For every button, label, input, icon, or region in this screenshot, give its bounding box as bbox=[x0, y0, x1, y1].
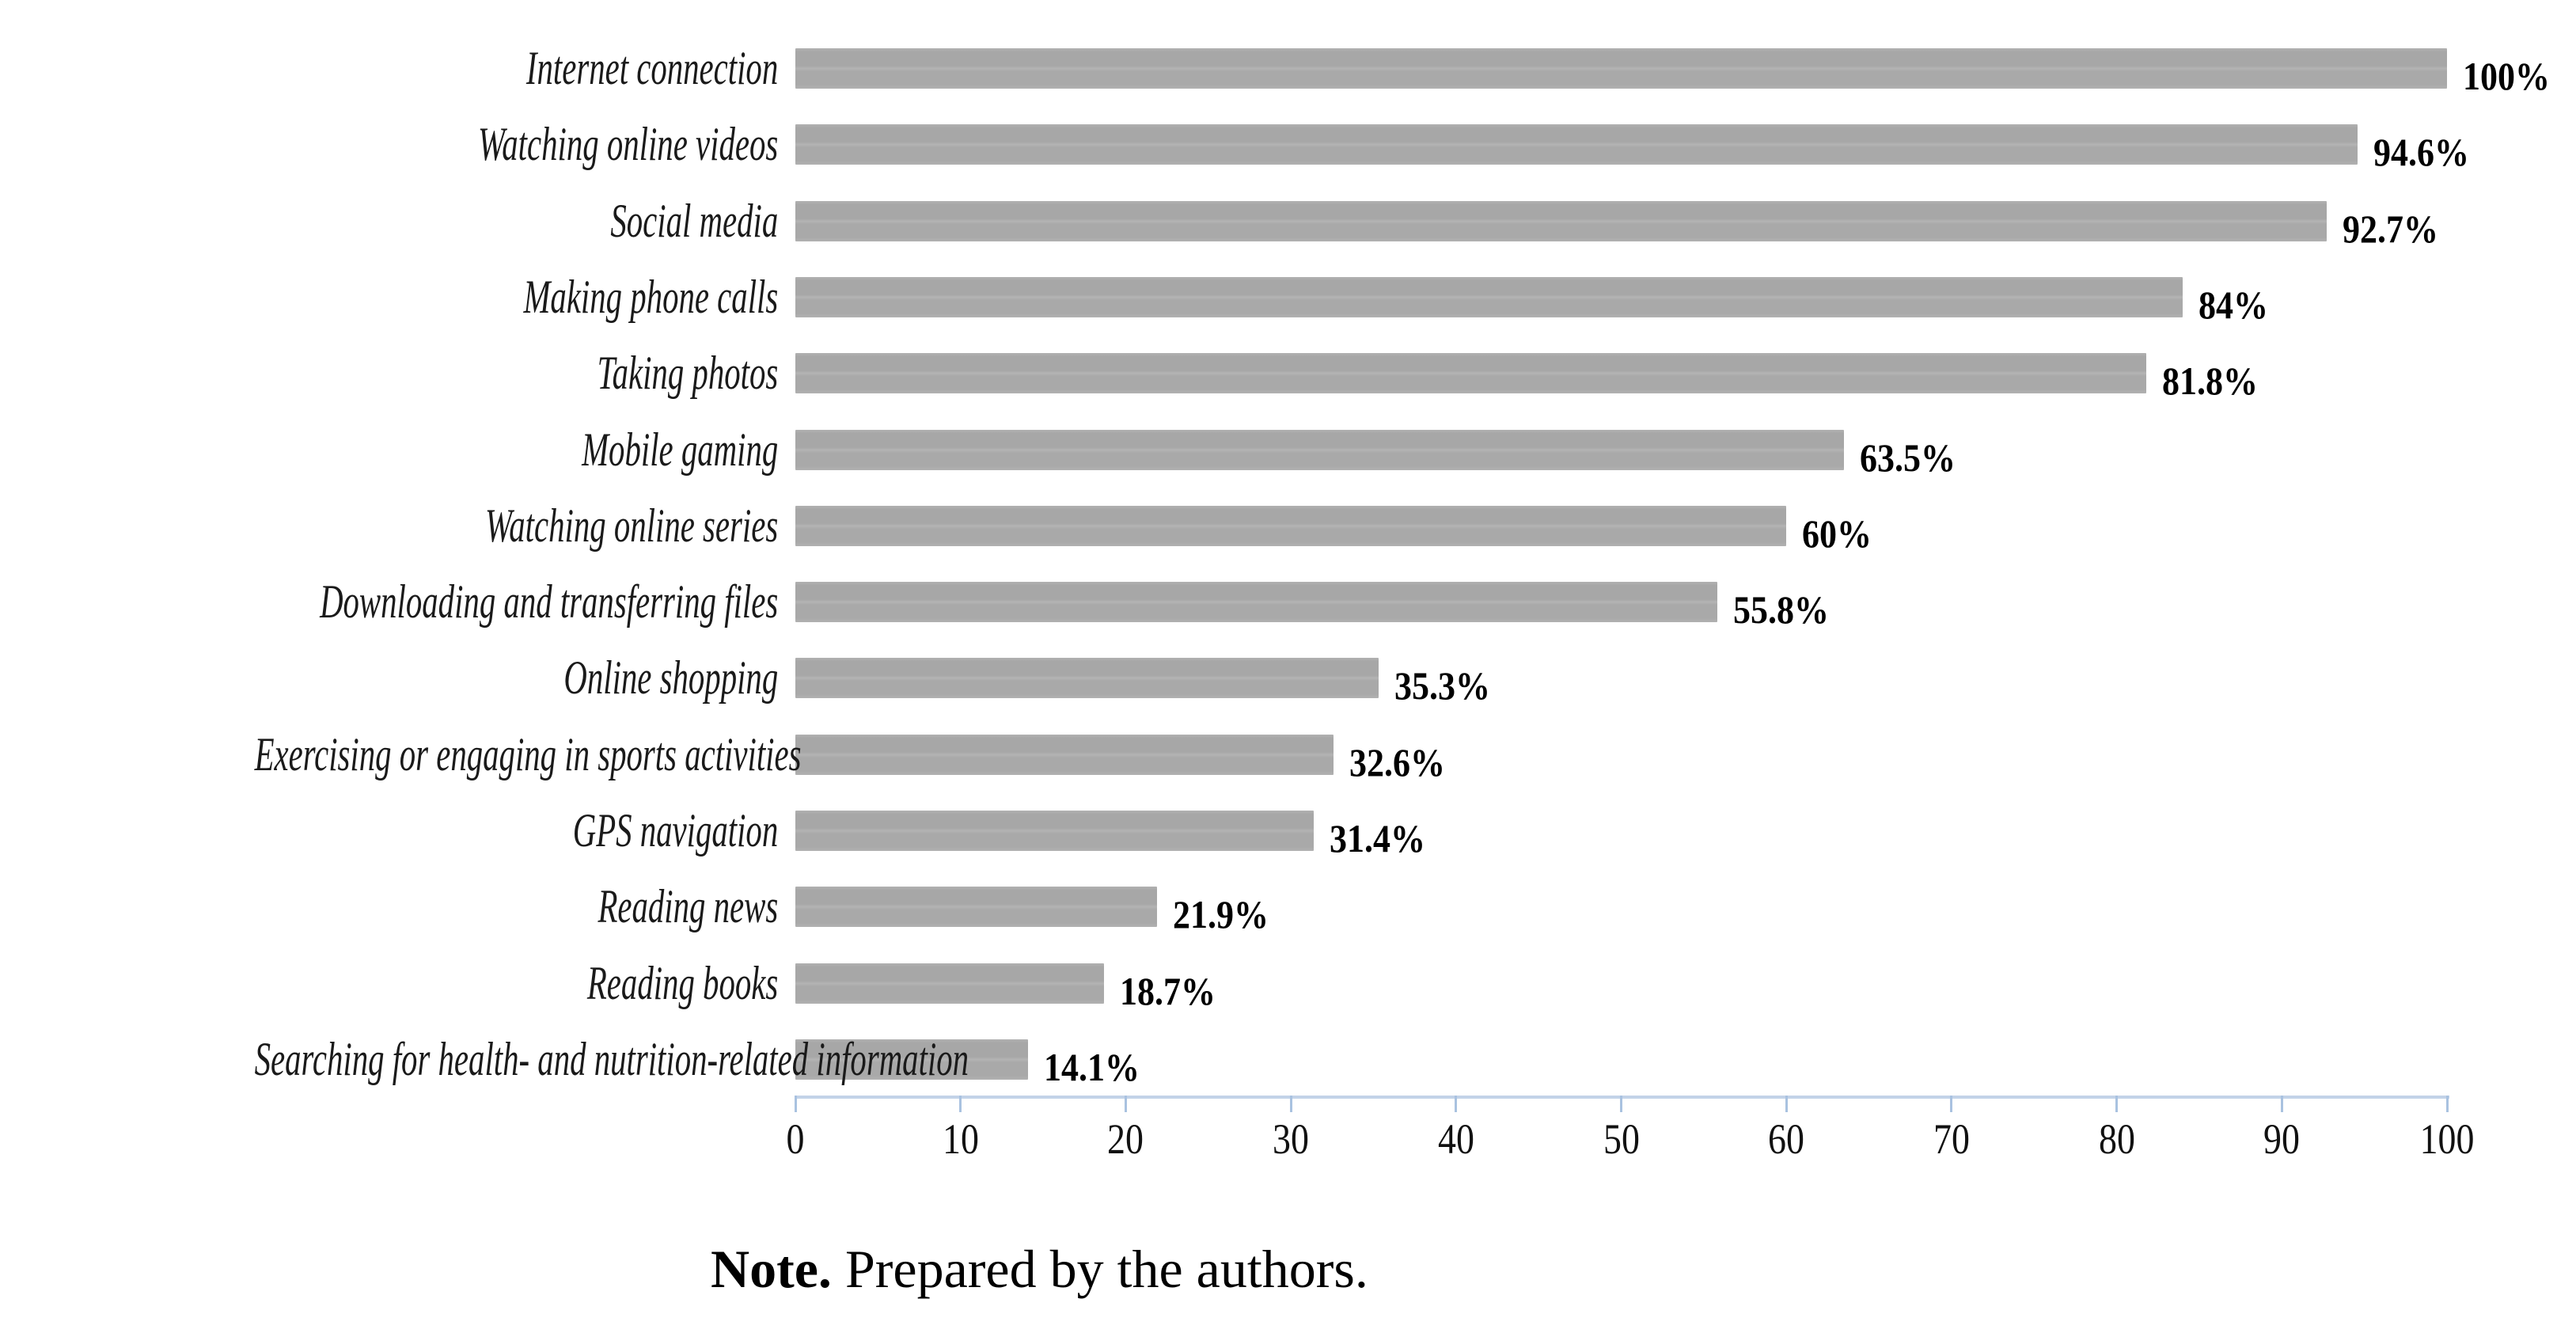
bar bbox=[795, 886, 1157, 927]
value-label: 55.8% bbox=[1733, 587, 1829, 632]
value-label: 94.6% bbox=[2373, 130, 2469, 174]
x-axis-tick-label: 50 bbox=[1603, 1115, 1640, 1163]
category-label: Watching online videos bbox=[478, 118, 779, 170]
x-axis-tick bbox=[1950, 1096, 1952, 1112]
x-axis-line bbox=[795, 1096, 2449, 1099]
category-label: Searching for health- and nutrition-rela… bbox=[254, 1033, 969, 1085]
value-label: 100% bbox=[2463, 54, 2550, 98]
chart-row: Social media 92.7% bbox=[0, 183, 2576, 259]
value-label: 63.5% bbox=[1860, 435, 1956, 480]
x-axis-tick bbox=[2115, 1096, 2118, 1112]
bar bbox=[795, 734, 1334, 775]
x-axis-tick-label: 30 bbox=[1273, 1115, 1309, 1163]
x-axis-tick-label: 80 bbox=[2099, 1115, 2135, 1163]
x-axis-tick-label: 10 bbox=[943, 1115, 979, 1163]
chart-row: Taking photos 81.8% bbox=[0, 335, 2576, 411]
chart-row: Watching online series 60% bbox=[0, 488, 2576, 564]
chart-row: Exercising or engaging in sports activit… bbox=[0, 716, 2576, 792]
value-label: 84% bbox=[2199, 283, 2268, 327]
category-label: Online shopping bbox=[563, 651, 779, 704]
category-label: GPS navigation bbox=[572, 804, 779, 856]
x-axis-tick bbox=[2281, 1096, 2283, 1112]
category-label: Internet connection bbox=[525, 42, 779, 94]
x-axis-tick bbox=[1455, 1096, 1457, 1112]
chart-row: Making phone calls 84% bbox=[0, 259, 2576, 335]
value-label: 18.7% bbox=[1120, 969, 1216, 1013]
chart-row: GPS navigation 31.4% bbox=[0, 792, 2576, 868]
bar bbox=[795, 429, 1844, 470]
x-axis-tick bbox=[1290, 1096, 1292, 1112]
x-axis-tick bbox=[2446, 1096, 2449, 1112]
note-body: Prepared by the authors. bbox=[831, 1239, 1368, 1299]
bar bbox=[795, 47, 2447, 89]
x-axis-tick-label: 60 bbox=[1768, 1115, 1804, 1163]
category-label: Reading books bbox=[586, 957, 779, 1009]
x-axis-tick-label: 100 bbox=[2419, 1115, 2475, 1163]
x-axis-tick-label: 90 bbox=[2263, 1115, 2300, 1163]
value-label: 32.6% bbox=[1349, 740, 1445, 784]
bar bbox=[795, 581, 1717, 622]
bar bbox=[795, 963, 1104, 1004]
bar bbox=[795, 123, 2358, 165]
x-axis-tick bbox=[795, 1096, 797, 1112]
chart-row: Online shopping 35.3% bbox=[0, 640, 2576, 716]
x-axis-tick bbox=[1620, 1096, 1622, 1112]
category-label: Exercising or engaging in sports activit… bbox=[254, 728, 802, 780]
chart-row: Mobile gaming 63.5% bbox=[0, 412, 2576, 488]
value-label: 92.7% bbox=[2343, 207, 2438, 251]
category-label: Reading news bbox=[598, 880, 779, 932]
value-label: 21.9% bbox=[1173, 892, 1269, 936]
category-label: Making phone calls bbox=[523, 271, 779, 323]
value-label: 35.3% bbox=[1394, 663, 1490, 708]
value-label: 31.4% bbox=[1330, 816, 1425, 860]
category-label: Mobile gaming bbox=[582, 423, 779, 476]
chart-row: Reading news 21.9% bbox=[0, 868, 2576, 944]
bar bbox=[795, 657, 1379, 698]
chart-row: Internet connection 100% bbox=[0, 30, 2576, 106]
bar bbox=[795, 200, 2327, 241]
bar bbox=[795, 505, 1786, 546]
x-axis-tick bbox=[959, 1096, 962, 1112]
value-label: 81.8% bbox=[2162, 359, 2258, 403]
value-label: 14.1% bbox=[1044, 1045, 1140, 1089]
x-axis-tick bbox=[1785, 1096, 1788, 1112]
note-prefix: Note. bbox=[711, 1239, 832, 1299]
bar bbox=[795, 352, 2146, 393]
chart-row: Reading books 18.7% bbox=[0, 945, 2576, 1021]
x-axis-tick-label: 0 bbox=[786, 1115, 805, 1163]
chart-row: Searching for health- and nutrition-rela… bbox=[0, 1021, 2576, 1097]
bar bbox=[795, 276, 2183, 317]
value-label: 60% bbox=[1802, 511, 1872, 556]
figure-note: Note. Prepared by the authors. bbox=[711, 1239, 1368, 1299]
category-label: Taking photos bbox=[597, 347, 779, 399]
category-label: Watching online series bbox=[485, 499, 779, 552]
bar bbox=[795, 1039, 1028, 1080]
x-axis-tick-label: 40 bbox=[1438, 1115, 1474, 1163]
category-label: Downloading and transferring files bbox=[320, 575, 779, 628]
x-axis-tick-label: 20 bbox=[1107, 1115, 1144, 1163]
x-axis-tick bbox=[1125, 1096, 1127, 1112]
chart-row: Watching online videos 94.6% bbox=[0, 106, 2576, 182]
bar bbox=[795, 810, 1314, 851]
chart-row: Downloading and transferring files 55.8% bbox=[0, 564, 2576, 640]
x-axis-tick-label: 70 bbox=[1933, 1115, 1970, 1163]
category-label: Social media bbox=[610, 195, 779, 247]
